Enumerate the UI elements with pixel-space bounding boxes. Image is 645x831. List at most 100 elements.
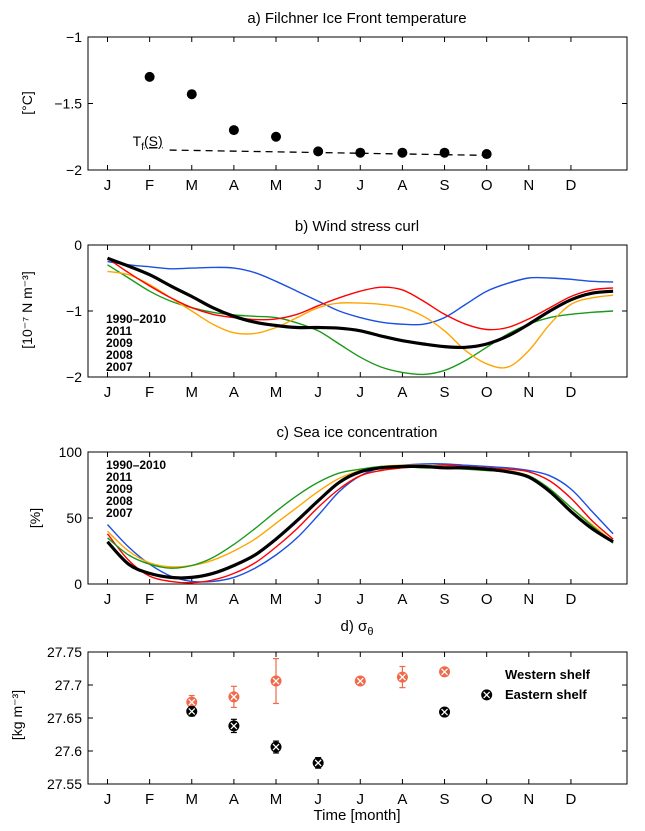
x-tick-label: A: [229, 591, 239, 608]
x-tick-label: O: [481, 791, 493, 808]
x-tick-label: S: [440, 177, 450, 194]
panel-c: c) Sea ice concentration [%] 100 50 0 J F M A…: [27, 424, 628, 608]
x-tick-label: J: [357, 384, 365, 401]
y-tick-label: 27.55: [47, 776, 82, 792]
x-tick-label: J: [104, 591, 112, 608]
x-tick-label: J: [357, 177, 365, 194]
x-tick-label: J: [357, 591, 365, 608]
x-tick-label: M: [186, 384, 199, 401]
x-tick-label: M: [270, 384, 283, 401]
freezing-point-line: [169, 149, 487, 157]
legend-entry-2008: 2008: [106, 494, 133, 508]
y-tick-label: −1.5: [54, 96, 82, 112]
x-tick-label: M: [270, 591, 283, 608]
freezing-point-label-main: T: [133, 133, 142, 149]
x-tick-label: A: [397, 791, 407, 808]
x-tick-label: A: [397, 384, 407, 401]
density-point-mark: [230, 722, 238, 730]
density-point-mark: [314, 759, 322, 767]
temperature-point: [313, 146, 324, 157]
x-tick-label: O: [481, 177, 493, 194]
legend-entry-2007: 2007: [106, 360, 133, 374]
legend-entry-eastern-shelf: Eastern shelf: [505, 687, 587, 702]
temperature-point: [355, 147, 366, 158]
x-tick-label: O: [481, 384, 493, 401]
x-tick-label: J: [314, 791, 322, 808]
x-tick-label: J: [314, 591, 322, 608]
series-line-1990-2010: [106, 256, 614, 350]
y-tick-label: 0: [74, 237, 82, 253]
density-point-mark: [483, 691, 491, 699]
x-tick-label: D: [566, 791, 577, 808]
temperature-point: [481, 149, 492, 160]
y-tick-label: 27.7: [55, 677, 82, 693]
y-tick-label: −2: [66, 162, 82, 178]
freezing-point-label-sub: f: [141, 142, 144, 153]
x-tick-label: D: [566, 177, 577, 194]
x-tick-label: F: [145, 177, 154, 194]
y-tick-label: 100: [59, 444, 83, 460]
x-tick-label: M: [186, 177, 199, 194]
x-tick-label: M: [186, 791, 199, 808]
x-tick-label: S: [440, 384, 450, 401]
legend-entry-2009: 2009: [106, 336, 133, 350]
panel-a-title: a) Filchner Ice Front temperature: [247, 10, 466, 27]
temperature-point: [397, 147, 408, 158]
density-point-mark: [356, 677, 364, 685]
x-tick-label: J: [104, 384, 112, 401]
y-tick-label: −1: [66, 303, 82, 319]
x-tick-label: D: [566, 384, 577, 401]
x-tick-label: J: [314, 177, 322, 194]
panel-b: b) Wind stress curl [10⁻⁷ N m⁻³] 0 −1 −2 J…: [19, 218, 628, 401]
panel-d-ylabel: [kg m⁻³]: [9, 690, 25, 740]
y-tick-label: 0: [74, 576, 82, 592]
legend-entry-2007: 2007: [106, 506, 133, 520]
x-tick-label: O: [481, 591, 493, 608]
series-line-2011: [107, 257, 614, 331]
density-point-mark: [441, 668, 448, 676]
x-axis-label: Time [month]: [314, 807, 401, 824]
panel-d-title: d) σθ: [341, 618, 374, 638]
legend-entry-2009: 2009: [106, 482, 133, 496]
density-point-mark: [230, 693, 238, 701]
y-tick-label: −1: [66, 29, 82, 45]
y-tick-label: −2: [66, 369, 82, 385]
x-tick-label: A: [229, 384, 239, 401]
y-tick-label: 27.65: [47, 710, 82, 726]
panel-a: a) Filchner Ice Front temperature [°C] −…: [19, 10, 628, 194]
temperature-point: [186, 89, 197, 100]
legend-entry-western-shelf: Western shelf: [505, 667, 591, 682]
x-tick-label: A: [229, 791, 239, 808]
temperature-point: [271, 131, 282, 142]
freezing-point-label: Tf(S): [133, 133, 163, 153]
y-tick-label: 27.75: [47, 644, 82, 660]
y-tick-label: 27.6: [55, 743, 82, 759]
x-tick-label: N: [523, 177, 534, 194]
x-tick-label: S: [440, 591, 450, 608]
x-tick-label: J: [104, 791, 112, 808]
density-point-mark: [441, 708, 448, 716]
temperature-point: [228, 125, 239, 136]
y-tick-label: 50: [66, 510, 82, 526]
series-line-2007: [107, 260, 614, 326]
x-tick-label: M: [270, 791, 283, 808]
x-tick-label: N: [523, 791, 534, 808]
temperature-point: [439, 147, 450, 158]
x-tick-label: J: [314, 384, 322, 401]
panel-c-title: c) Sea ice concentration: [277, 424, 438, 441]
panel-d-title-main: d) σ: [341, 618, 369, 635]
x-tick-label: F: [145, 791, 154, 808]
x-tick-label: D: [566, 591, 577, 608]
density-point-mark: [188, 707, 196, 715]
x-tick-label: F: [145, 591, 154, 608]
x-tick-label: A: [397, 591, 407, 608]
temperature-point: [144, 71, 155, 82]
legend-entry-1990-2010: 1990–2010: [106, 458, 166, 472]
legend-entry-2011: 2011: [106, 324, 132, 338]
panel-a-ylabel: [°C]: [19, 91, 35, 115]
x-tick-label: S: [440, 791, 450, 808]
x-tick-label: A: [397, 177, 407, 194]
x-tick-label: F: [145, 384, 154, 401]
x-tick-label: M: [270, 177, 283, 194]
